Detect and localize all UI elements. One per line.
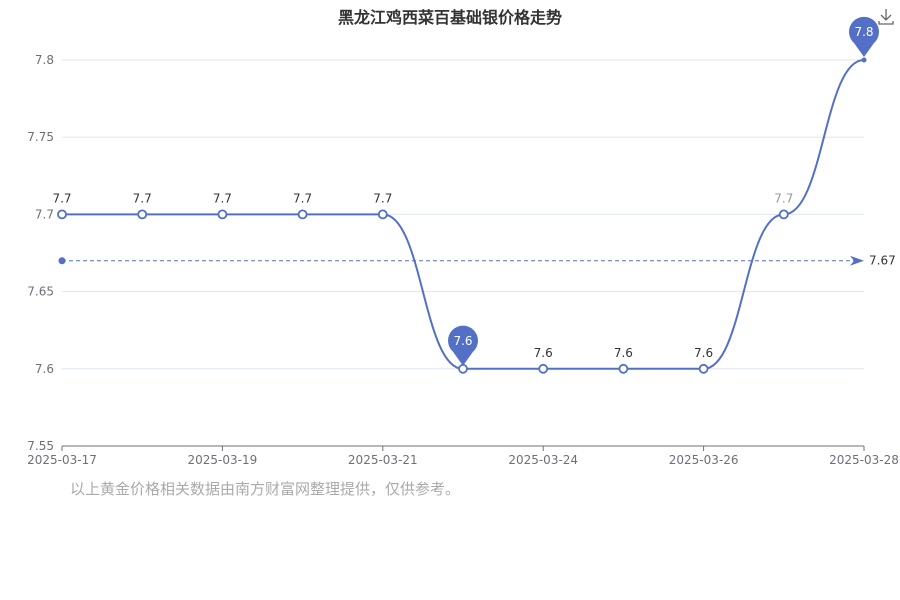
chart-title: 黑龙江鸡西菜百基础银价格走势 [337, 8, 562, 27]
x-tick-label: 2025-03-26 [669, 453, 739, 467]
x-tick-label: 2025-03-28 [829, 453, 899, 467]
data-label: 7.7 [213, 191, 232, 205]
data-point [217, 209, 228, 220]
x-tick-label: 2025-03-19 [188, 453, 258, 467]
data-point [377, 209, 388, 220]
data-point [57, 209, 67, 220]
y-tick-label: 7.55 [27, 439, 54, 453]
data-label: 7.7 [133, 191, 152, 205]
x-tick-label: 2025-03-24 [508, 453, 578, 467]
average-line: 7.67 [58, 254, 896, 268]
data-label: 7.6 [694, 346, 713, 360]
data-point [297, 209, 308, 220]
y-tick-label: 7.75 [27, 130, 54, 144]
footnote: 以上黄金价格相关数据由南方财富网整理提供，仅供参考。 [70, 480, 461, 498]
axes: 7.55 7.6 7.65 7.7 7.75 7.8 2025-03-17 2025-03-1… [27, 53, 899, 467]
y-tick-label: 7.8 [35, 53, 54, 67]
data-label: 7.7 [293, 191, 312, 205]
max-marker-shape [849, 16, 880, 57]
extreme-markers: 7.8 7.6 [448, 16, 880, 366]
data-label: 7.7 [373, 191, 392, 205]
data-labels: 7.7 7.7 7.7 7.7 7.7 7.6 7.6 7.6 7.7 [52, 191, 793, 359]
data-label: 7.6 [614, 346, 633, 360]
average-line-label: 7.67 [869, 254, 896, 268]
data-point [137, 209, 148, 220]
min-marker-shape [448, 325, 478, 366]
price-series [57, 57, 867, 374]
series-line [62, 59, 865, 370]
min-marker-label: 7.6 [453, 334, 472, 348]
data-point [861, 57, 867, 63]
x-tick-label: 2025-03-21 [348, 453, 418, 467]
data-point [458, 363, 468, 374]
x-tick-label: 2025-03-17 [27, 453, 97, 467]
data-label: 7.7 [774, 191, 793, 205]
average-line-arrow [850, 255, 864, 266]
y-tick-label: 7.7 [35, 207, 54, 221]
download-icon[interactable] [876, 6, 896, 26]
data-point [618, 363, 629, 374]
max-marker-label: 7.8 [854, 25, 873, 39]
data-point [538, 363, 549, 374]
data-label: 7.6 [534, 346, 553, 360]
y-tick-label: 7.6 [35, 362, 54, 376]
data-point [698, 363, 709, 374]
data-label: 7.7 [52, 191, 71, 205]
y-tick-label: 7.65 [27, 285, 54, 299]
data-point [778, 209, 789, 220]
